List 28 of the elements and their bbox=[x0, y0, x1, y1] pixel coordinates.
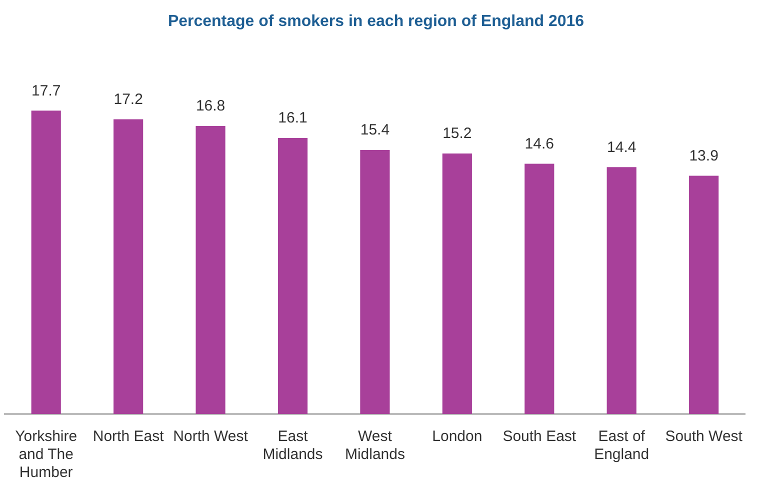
bar bbox=[442, 153, 472, 414]
bar bbox=[689, 176, 719, 414]
data-label: 17.7 bbox=[32, 82, 61, 100]
x-tick-label: London bbox=[432, 428, 482, 446]
x-tick-label: West Midlands bbox=[344, 428, 405, 464]
data-label: 16.8 bbox=[196, 98, 226, 115]
x-tick-label: East Midlands bbox=[262, 428, 323, 464]
bar bbox=[360, 150, 390, 414]
data-label: 16.1 bbox=[278, 110, 308, 127]
x-tick-label: East of England bbox=[594, 428, 650, 464]
x-tick-label: South East bbox=[502, 428, 577, 446]
x-tick-label: South West bbox=[665, 428, 744, 446]
x-tick-label: North East bbox=[92, 428, 165, 446]
data-label: 15.4 bbox=[360, 122, 390, 139]
bar bbox=[606, 167, 636, 414]
data-label: 17.2 bbox=[114, 90, 143, 108]
data-label: 15.2 bbox=[442, 125, 472, 142]
bar bbox=[31, 110, 61, 414]
data-label: 14.6 bbox=[524, 135, 554, 152]
x-tick-label: Yorkshire and The Humber bbox=[15, 428, 78, 482]
data-label: 14.4 bbox=[607, 138, 636, 156]
data-label: 13.9 bbox=[689, 147, 718, 164]
bar bbox=[278, 138, 308, 414]
bar bbox=[114, 119, 144, 414]
chart-title: Percentage of smokers in each region of England 2016 bbox=[168, 13, 584, 30]
bar bbox=[196, 126, 226, 414]
x-tick-label: North West bbox=[173, 428, 249, 446]
bar bbox=[524, 164, 554, 414]
